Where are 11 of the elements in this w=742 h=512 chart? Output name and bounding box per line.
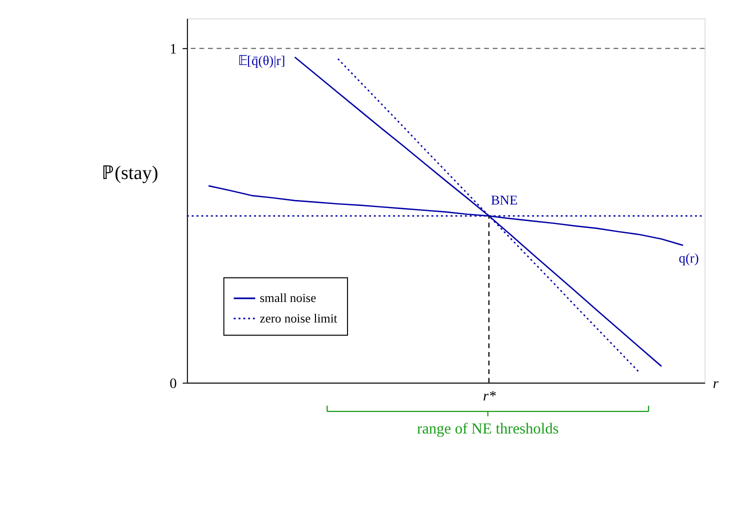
annotation: q(r) [678,250,699,266]
y-tick-label: 1 [170,42,177,58]
legend-label: zero noise limit [260,311,338,326]
y-tick-label: 0 [170,376,177,392]
annotation: 𝔼[q̄(θ)|r] [238,52,286,68]
x-axis-title: r [712,376,719,392]
legend-label: small noise [260,291,317,306]
y-axis-title: ℙ(stay) [102,162,158,184]
annotation: BNE [490,192,518,208]
x-tick-label: r* [483,388,497,404]
text: range of NE thresholds [416,420,559,438]
